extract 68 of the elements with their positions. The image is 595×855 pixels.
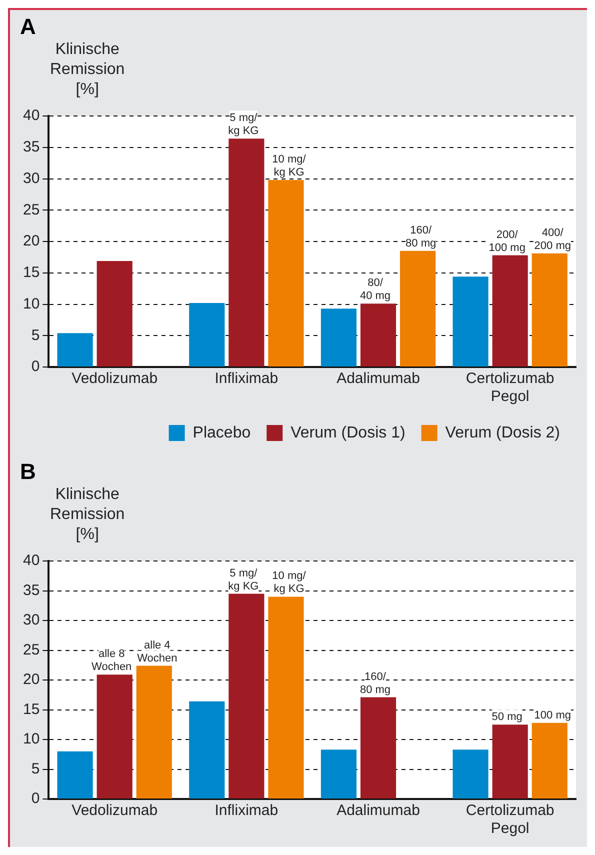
bar xyxy=(96,260,132,366)
y-tick-label: 15 xyxy=(22,700,40,718)
annotation: 160/ 80 mg xyxy=(406,224,436,250)
annotation: 80/ 40 mg xyxy=(360,277,391,302)
y-axis-title: Klinische Remission [%] xyxy=(50,485,125,545)
y-tick-label: 40 xyxy=(22,552,40,570)
x-tick-label: Adalimumab xyxy=(336,802,420,820)
chart-title: A xyxy=(20,14,36,40)
legend-label: Verum (Dosis 1) xyxy=(290,424,406,442)
bar xyxy=(400,250,436,366)
annotation: 5 mg/ kg KG xyxy=(228,567,259,592)
y-tick-label: 20 xyxy=(22,671,40,688)
bar xyxy=(189,302,225,366)
bar xyxy=(452,750,488,798)
annotation: 50 mg xyxy=(492,711,522,724)
y-tick-label: 5 xyxy=(31,760,40,778)
annotation: 100 mg xyxy=(534,709,571,722)
bar xyxy=(228,594,264,798)
bar xyxy=(268,180,304,366)
y-tick-label: 30 xyxy=(22,612,40,629)
bar xyxy=(228,138,264,366)
y-axis-title: Klinische Remission [%] xyxy=(50,40,125,100)
y-tick-label: 30 xyxy=(22,170,40,187)
bar xyxy=(320,750,357,798)
bar xyxy=(492,255,528,366)
bar xyxy=(492,724,528,798)
chart-title: B xyxy=(20,459,36,485)
bar xyxy=(452,276,488,366)
annotation: alle 8 Wochen xyxy=(92,648,132,674)
annotation: 400/ 200 mg xyxy=(534,226,571,252)
legend-label: Verum (Dosis 2) xyxy=(445,424,560,442)
legend-label: Placebo xyxy=(192,424,251,442)
y-tick-label: 10 xyxy=(22,730,40,748)
bar xyxy=(360,304,396,366)
x-tick-label: Vedolizumab xyxy=(72,370,158,388)
bar xyxy=(532,722,568,798)
bar xyxy=(532,253,568,366)
bar xyxy=(96,674,132,798)
annotation: 200/ 100 mg xyxy=(488,228,526,254)
annotation: alle 4 Wochen xyxy=(137,639,178,664)
y-tick-label: 0 xyxy=(31,358,40,376)
x-tick-label: Certolizumab Pegol xyxy=(466,370,554,406)
y-tick-label: 25 xyxy=(22,641,40,658)
y-tick-label: 25 xyxy=(22,201,40,218)
bar xyxy=(189,701,225,798)
annotation: 10 mg/ kg KG xyxy=(272,154,307,179)
y-tick-label: 20 xyxy=(22,232,40,250)
y-tick-label: 10 xyxy=(22,295,40,312)
bar xyxy=(57,751,93,798)
y-tick-label: 5 xyxy=(31,326,40,344)
annotation: 160/ 80 mg xyxy=(360,670,391,696)
y-tick-label: 15 xyxy=(22,264,40,282)
y-tick-label: 35 xyxy=(22,582,40,599)
x-tick-label: Infliximab xyxy=(214,370,278,388)
x-tick-label: Infliximab xyxy=(214,802,278,820)
y-tick-label: 0 xyxy=(31,790,40,808)
y-tick-label: 40 xyxy=(22,107,40,124)
x-tick-label: Certolizumab Pegol xyxy=(466,802,554,838)
bar xyxy=(320,308,357,366)
y-tick-label: 35 xyxy=(22,138,40,156)
x-tick-label: Vedolizumab xyxy=(72,802,158,820)
x-tick-label: Adalimumab xyxy=(336,370,420,388)
bar xyxy=(360,697,396,798)
bar xyxy=(268,596,304,798)
annotation: 10 mg/ kg KG xyxy=(272,570,307,596)
bar xyxy=(136,666,172,798)
annotation: 5 mg/ kg KG xyxy=(228,112,259,138)
bar xyxy=(57,333,93,366)
